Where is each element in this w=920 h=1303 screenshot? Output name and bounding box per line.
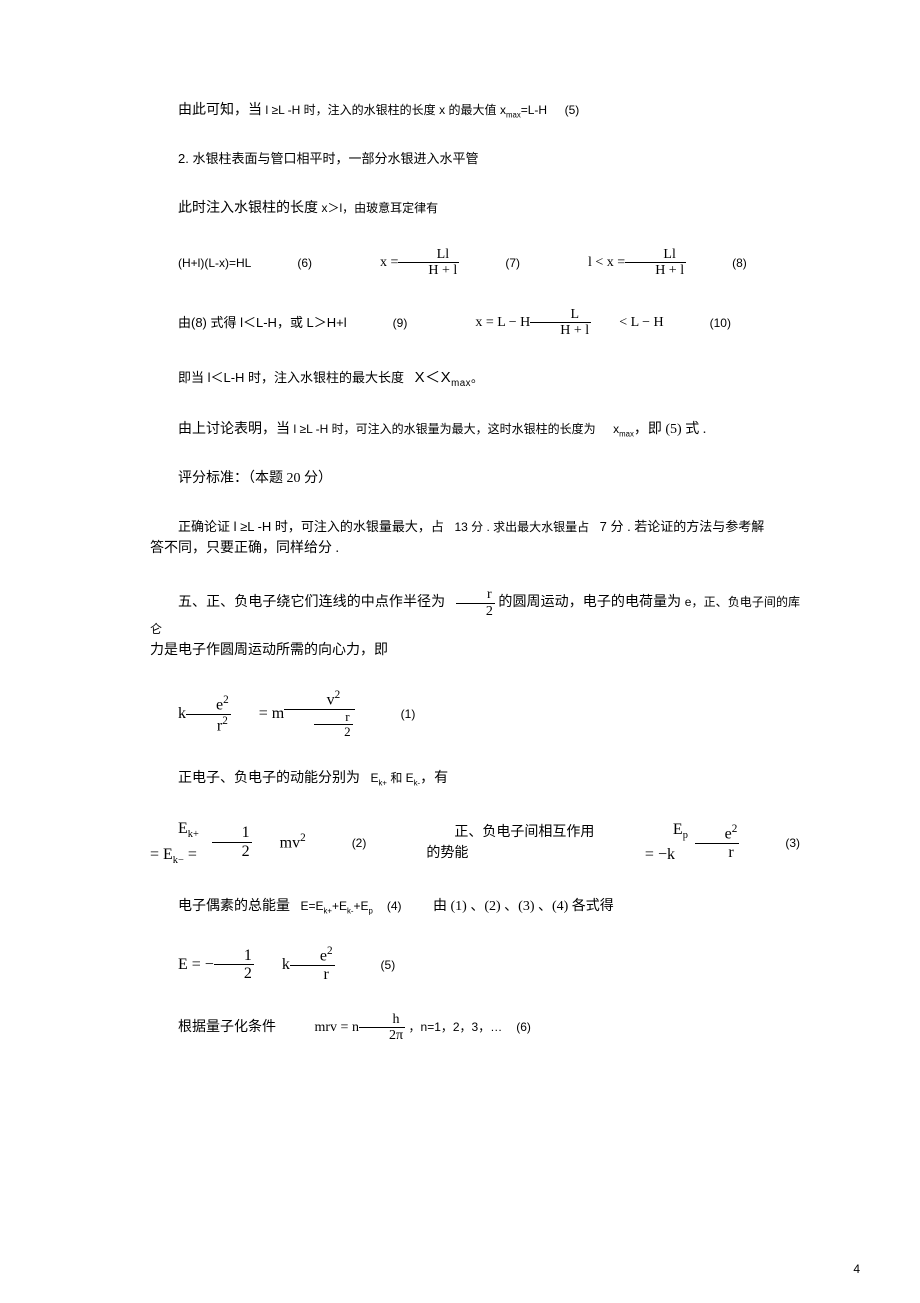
text: 电子偶素的总能量 [178,899,290,914]
para-8: 评分标准：（本题 20 分） [150,468,800,489]
eq-text: k [150,702,186,726]
text: 13 分 . 求出最大水银量占 [454,520,589,534]
text: 2. 水银柱表面与管口相平时，一部分水银进入水平管 [178,151,478,166]
para-1: 由此可知，当 l ≥L -H 时，注入的水银柱的长度 x 的最大值 xmax=L… [150,100,800,121]
para-10: 五、正、负电子绕它们连线的中点作半径为 r 2 的圆周运动，电子的电荷量为 e，… [150,587,800,661]
text: 此时注入水银柱的长度 [178,201,318,216]
equation-1: k e2 r2 = m v2 r 2 (1) [150,689,800,740]
eq-label: (4) [387,899,402,913]
para-13: 根据量子化条件 mrv = n h 2π ，n=1，2，3，… (6) [150,1012,800,1044]
eq-label: (5) [353,956,396,974]
text: l ≥L -H 时，可注入的水银量为最大，这时水银柱的长度为 [294,422,596,436]
eq-label: (10) [682,314,731,332]
text: 由上讨论表明，当 [178,422,290,437]
eq-label: (1) [373,705,416,723]
fraction: e2 r2 [186,694,231,735]
equation-row-23: Ek+ = Ek− = 1 2 mv2 (2) 正、负电子间相互作用的势能 Ep… [150,817,800,869]
equation-8: l < x = Ll H + l (8) [560,247,747,279]
eq-label: (2) [324,834,367,852]
fraction: e2 r [290,945,335,984]
text: E=Ek++Ek-+Ep [301,899,373,913]
fraction: 1 2 [214,947,254,983]
eq-text: k [254,953,290,977]
para-7: 由上讨论表明，当 l ≥L -H 时，可注入的水银量为最大，这时水银柱的长度为 … [150,419,800,440]
fraction: r 2 [456,587,495,619]
eq-text: E = − [150,953,214,977]
fraction: v2 r 2 [284,689,355,740]
text: 7 分 . 若论证的方法与参考解 [600,519,765,534]
text: 由此可知，当 [178,103,262,118]
text: 正电子、负电子的动能分别为 [178,771,360,786]
text: 五、正、负电子绕它们连线的中点作半径为 [178,595,445,610]
eq-lhs: x = [352,252,398,273]
text: ，即 (5) 式 . [634,422,706,437]
fraction: e2 r [695,823,740,862]
equation-6: (H+l)(L-x)=HL (6) [150,254,312,272]
text: ，n=1，2，3，… [409,1020,503,1034]
eq-label: (7) [477,254,520,272]
para-12: 电子偶素的总能量 E=Ek++Ek-+Ep (4) 由 (1) 、(2) 、(3… [150,896,800,917]
eq-label: (9) [365,314,408,332]
eq-text: = m [231,702,284,726]
equation-2: Ek+ = Ek− = 1 2 mv2 (2) [150,817,366,869]
equation-9: 由(8) 式得 l＜L-H，或 L＞H+l (9) [150,313,407,333]
text: 根据量子化条件 [178,1020,276,1035]
text: xmax=L-H [500,103,547,117]
text: 评分标准：（本题 20 分） [178,471,332,486]
eq-label: (8) [704,254,747,272]
text: x＞l，由玻意耳定律有 [322,201,439,215]
text: 正、负电子间相互作用的势能 [426,822,605,864]
equation-6b: mrv = n h 2π [287,1012,406,1044]
text: 由 (1) 、(2) 、(3) 、(4) 各式得 [433,899,614,914]
para-9: 正确论证 l ≥L -H 时，可注入的水银量最大，占 13 分 . 求出最大水银… [150,517,800,559]
eq-label: (3) [757,834,800,852]
text: 答不同，只要正确，同样给分 . [150,538,800,559]
equation-row-678: (H+l)(L-x)=HL (6) x = Ll H + l (7) l < x… [150,247,800,279]
text: ，有 [420,771,448,786]
fraction: Ll H + l [398,247,459,279]
page-number: 4 [853,1260,860,1278]
text: 力是电子作圆周运动所需的向心力，即 [150,640,800,661]
eq-rhs: < L − H [591,312,663,333]
equation-row-910: 由(8) 式得 l＜L-H，或 L＞H+l (9) x = L − H L H … [150,307,800,339]
eq-lhs: l < x = [560,252,625,273]
text: l ≥L -H 时，注入的水银柱的长度 [266,103,436,117]
text: 正确论证 l ≥L -H 时，可注入的水银量最大，占 [178,519,444,534]
text: xmax [613,422,634,436]
para-11: 正电子、负电子的动能分别为 Ek+ 和 Ek-，有 [150,768,800,789]
equation-3: Ep = −k e2 r (3) [645,818,800,868]
text: x 的最大值 [439,103,496,117]
text: 的圆周运动，电子的电荷量为 [498,595,681,610]
fraction: L H + l [530,307,591,339]
eq-label: (6) [269,254,312,272]
text: 由(8) 式得 l＜L-H，或 L＞H+l [150,313,347,333]
text: Ek+ 和 Ek- [371,771,421,785]
eq-lhs: x = L − H [447,312,530,333]
equation-7: x = Ll H + l (7) [352,247,520,279]
para-2: 2. 水银柱表面与管口相平时，一部分水银进入水平管 [150,149,800,170]
fraction: Ll H + l [625,247,686,279]
fraction: 1 2 [212,824,252,860]
equation-5: E = − 1 2 k e2 r (5) [150,945,800,984]
para-3: 此时注入水银柱的长度 x＞l，由玻意耳定律有 [150,198,800,219]
equation-3-text: 正、负电子间相互作用的势能 [426,822,605,864]
eq-label: (6) [516,1020,531,1034]
text: 即当 l＜L-H 时，注入水银柱的最大长度 [178,370,404,385]
fraction: h 2π [359,1012,405,1044]
text: X＜Xmax [415,369,471,386]
equation-10: x = L − H L H + l < L − H (10) [447,307,731,339]
eq-lhs: (H+l)(L-x)=HL [150,254,251,272]
eq-label: (5) [565,103,580,117]
para-6: 即当 l＜L-H 时，注入水银柱的最大长度 X＜Xmax。 [150,367,800,392]
